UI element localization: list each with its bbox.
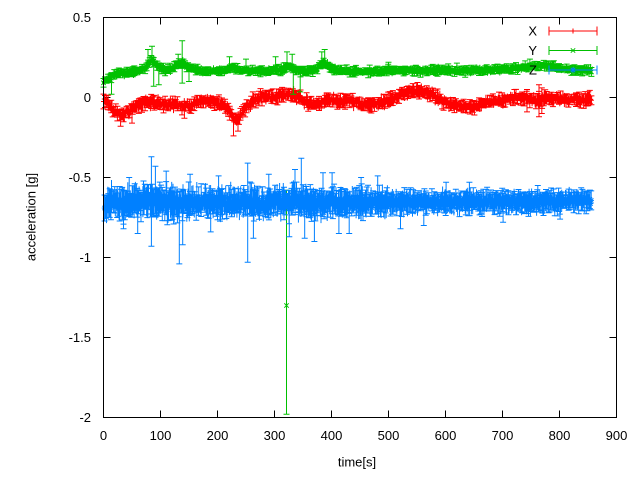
x-tick-label: 900 (606, 428, 628, 443)
legend-entry-Z: Z (529, 63, 598, 78)
legend-label: X (528, 24, 537, 39)
y-tick-label: -2 (79, 410, 91, 425)
series-Z-errorbars (101, 156, 595, 265)
series-X-errorbars (100, 82, 595, 137)
legend-label: Y (528, 43, 537, 58)
x-axis-title: time[s] (337, 454, 377, 470)
y-axis-title: acceleration [g] (23, 172, 39, 262)
y-tick-label: -1 (79, 250, 91, 265)
legend-sample (548, 26, 598, 36)
x-tick-label: 500 (378, 428, 400, 443)
legend-sample (548, 65, 598, 75)
legend-entry-Y: Y (528, 43, 598, 58)
plot-border (103, 17, 617, 418)
legend-sample (548, 46, 598, 55)
x-tick-label: 300 (264, 428, 286, 443)
x-tick-label: 200 (207, 428, 229, 443)
y-tick-label: 0 (84, 90, 91, 105)
y-tick-label: 0.5 (73, 10, 91, 25)
series-Z-markers (101, 192, 594, 213)
x-tick-label: 800 (549, 428, 571, 443)
y-tick-label: -1.5 (69, 330, 91, 345)
x-tick-label: 400 (321, 428, 343, 443)
y-tick-label: -0.5 (69, 170, 91, 185)
legend-label: Z (529, 63, 537, 78)
legend-entry-X: X (528, 24, 598, 39)
x-tick-label: 700 (492, 428, 514, 443)
x-tick-label: 0 (100, 428, 107, 443)
x-tick-label: 600 (435, 428, 457, 443)
x-tick-label: 100 (150, 428, 172, 443)
